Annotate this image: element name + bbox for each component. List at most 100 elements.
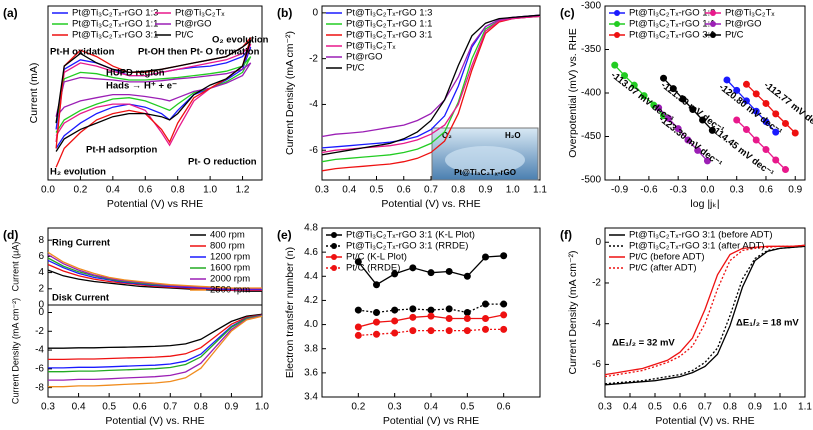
legend-label: Pt@Ti₃C₂Tₓ-rGO 1:1 [346, 19, 432, 30]
legend-label: Pt@Ti₃C₂Tₓ [175, 8, 225, 19]
marker [482, 325, 489, 333]
x-tick-label: 0.5 [102, 402, 116, 413]
marker [409, 313, 417, 321]
legend-label: 800 rpm [210, 241, 245, 252]
marker [463, 309, 471, 316]
y2-tick-label: 0 [38, 300, 44, 311]
marker [762, 146, 770, 154]
marker [752, 136, 760, 144]
legend-label: Pt@rGO [175, 19, 212, 30]
legend-label: Pt@Ti₃C₂Tₓ-rGO 3:1 (RRDE) [346, 241, 468, 252]
legend-label: Pt@Ti₃C₂Tₓ-rGO 1:1 [72, 19, 158, 30]
annotation: Ring Current [52, 238, 111, 249]
series-line [55, 43, 252, 147]
ring-line [47, 259, 262, 291]
series-line [55, 56, 252, 133]
marker [391, 317, 399, 325]
series-line [48, 314, 263, 369]
y-tick-label: 0 [312, 8, 318, 19]
marker [500, 311, 508, 319]
annotation: ΔE₁/₂ = 32 mV [612, 338, 675, 349]
series-line [48, 314, 263, 373]
x-tick-label: -0.6 [640, 185, 658, 196]
panel-label: (a) [3, 6, 18, 20]
y-tick-label: 3.8 [304, 343, 318, 354]
panel-label: (b) [277, 6, 292, 20]
x-tick-label: 0.7 [424, 185, 438, 196]
series-line [55, 39, 252, 152]
y2-tick-label: 4 [38, 267, 44, 278]
y-tick-label: 3.6 [304, 367, 318, 378]
ring-line [47, 251, 262, 289]
annotation: Hads → H⁺ + e⁻ [106, 81, 177, 92]
legend-marker [614, 10, 620, 16]
marker [742, 80, 750, 88]
x-tick-label: 1.2 [236, 185, 250, 196]
x-tick-label: 0.9 [788, 185, 802, 196]
x-tick-label: 0.8 [723, 402, 737, 413]
marker [742, 126, 750, 134]
marker [689, 106, 697, 114]
x-tick-label: 0.2 [351, 402, 365, 413]
x-axis-label: Potential (V) vs. RHE [655, 415, 754, 427]
x-tick-label: 0.6 [397, 185, 411, 196]
x-tick-label: 0.3 [388, 402, 402, 413]
x-tick-label: 0.3 [41, 402, 55, 413]
ring-line [47, 254, 262, 290]
x-tick-label: 1.0 [203, 185, 217, 196]
legend-label: Pt@Ti₃C₂Tₓ [346, 41, 396, 52]
x-tick-label: 1.1 [798, 402, 812, 413]
x-axis-label: log |jₖ| [690, 198, 719, 210]
ring-line [47, 263, 262, 292]
marker [373, 309, 380, 316]
x-tick-label: 0.4 [623, 402, 637, 413]
legend-label: Pt/C (after ADT) [629, 263, 697, 274]
y-tick-label: 4.6 [304, 247, 318, 258]
legend-marker [331, 243, 337, 249]
legend-label: 2000 rpm [210, 274, 250, 285]
marker [660, 74, 668, 82]
x-tick-label: 1.1 [533, 185, 547, 196]
legend-marker [710, 21, 716, 27]
y-tick-label: 0 [38, 307, 44, 318]
y-tick-label: 4.4 [304, 271, 318, 282]
x-tick-label: 0.5 [460, 402, 474, 413]
series-line [604, 244, 806, 376]
legend-label: Pt@Ti₃C₂Tₓ-rGO 1:1 [629, 19, 715, 30]
marker [373, 318, 380, 326]
y2-tick-label: 6 [38, 251, 44, 262]
y-tick-label: -350 [581, 44, 601, 55]
x-tick-label: 0.6 [673, 402, 687, 413]
marker [354, 258, 362, 266]
y-tick-label: -4 [592, 318, 601, 329]
x-tick-label: 0.4 [72, 402, 86, 413]
legend-label: Pt/C (K-L Plot) [346, 252, 407, 263]
series-line [604, 244, 806, 378]
y-tick-label: -400 [581, 88, 601, 99]
series-line [604, 245, 806, 385]
legend-label: 1600 rpm [210, 263, 250, 274]
marker [674, 125, 682, 133]
legend-label: Pt/C (RRDE) [346, 263, 400, 274]
y-tick-label: -8 [35, 382, 44, 393]
x-tick-label: -0.9 [611, 185, 629, 196]
series-line [321, 14, 541, 138]
x-tick-label: 0.9 [479, 185, 493, 196]
marker [630, 81, 638, 89]
x-tick-label: 0.9 [224, 402, 238, 413]
x-axis-label: Potential (V) vs RHE [383, 415, 479, 427]
legend-label: 1200 rpm [210, 252, 250, 263]
legend-marker [710, 32, 716, 38]
series-line [321, 15, 541, 172]
x-tick-label: 0.7 [698, 402, 712, 413]
series-line [321, 14, 541, 156]
legend-marker [331, 265, 337, 271]
legend-label: Pt@Ti₃C₂Tₓ-rGO 1:3 [72, 8, 158, 19]
marker [772, 156, 780, 164]
x-tick-label: 1.0 [773, 402, 787, 413]
marker [791, 129, 799, 137]
marker [669, 85, 677, 93]
legend-label: Pt@Ti₃C₂Tₓ-rGO 3:1 (after ADT) [629, 241, 765, 252]
marker [655, 104, 663, 112]
